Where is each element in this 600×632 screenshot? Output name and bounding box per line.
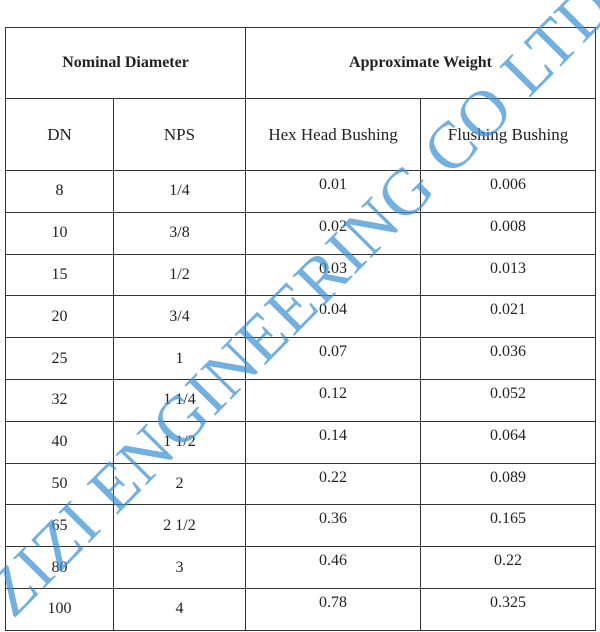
cell-hex-head-weight: 0.01 (245, 170, 422, 213)
table-row: 32 1 1/4 0.12 0.052 (5, 378, 597, 422)
cell-dn: 20 (5, 295, 114, 339)
cell-dn: 8 (5, 170, 114, 213)
cell-flushing-weight: 0.325 (420, 587, 597, 631)
column-header-row: DN NPS Hex Head Bushing Flushing Bushing (5, 98, 597, 171)
cell-dn: 40 (5, 420, 114, 464)
cell-flushing-weight: 0.013 (420, 253, 597, 297)
bushing-weight-table: Nominal Diameter Approximate Weight DN N… (4, 27, 597, 631)
cell-nps: 3/8 (112, 211, 247, 255)
table-row: 15 1/2 0.03 0.013 (5, 253, 597, 297)
cell-dn: 50 (5, 462, 114, 506)
cell-hex-head-weight: 0.12 (245, 378, 422, 422)
cell-dn: 65 (5, 504, 114, 548)
cell-nps: 3 (112, 546, 247, 589)
cell-flushing-weight: 0.064 (420, 420, 597, 464)
table-row: 80 3 0.46 0.22 (5, 546, 597, 589)
cell-flushing-weight: 0.006 (420, 170, 597, 213)
cell-dn: 80 (5, 546, 114, 589)
cell-dn: 32 (5, 378, 114, 422)
cell-flushing-weight: 0.036 (420, 337, 597, 380)
cell-hex-head-weight: 0.22 (245, 462, 422, 506)
table-row: 20 3/4 0.04 0.021 (5, 295, 597, 339)
cell-hex-head-weight: 0.02 (245, 211, 422, 255)
cell-nps: 1/4 (112, 170, 247, 213)
table-row: 65 2 1/2 0.36 0.165 (5, 504, 597, 548)
table-row: 100 4 0.78 0.325 (5, 587, 597, 631)
cell-dn: 25 (5, 337, 114, 380)
cell-nps: 1 1/4 (112, 378, 247, 422)
cell-nps: 2 1/2 (112, 504, 247, 548)
cell-nps: 1/2 (112, 253, 247, 297)
table-row: 40 1 1/2 0.14 0.064 (5, 420, 597, 464)
cell-flushing-weight: 0.021 (420, 295, 597, 339)
cell-nps: 1 (112, 337, 247, 380)
group-header-row: Nominal Diameter Approximate Weight (4, 27, 597, 99)
cell-hex-head-weight: 0.78 (245, 587, 422, 631)
cell-hex-head-weight: 0.07 (245, 337, 422, 380)
cell-nps: 3/4 (112, 295, 247, 339)
header-dn: DN (5, 98, 114, 171)
cell-nps: 2 (112, 462, 247, 506)
cell-flushing-weight: 0.22 (420, 546, 597, 589)
cell-flushing-weight: 0.089 (420, 462, 597, 506)
header-flushing-bushing: Flushing Bushing (420, 98, 597, 171)
cell-nps: 4 (112, 587, 247, 631)
table-row: 10 3/8 0.02 0.008 (5, 211, 597, 255)
cell-hex-head-weight: 0.46 (245, 546, 422, 589)
table-row: 25 1 0.07 0.036 (5, 337, 597, 380)
cell-hex-head-weight: 0.14 (245, 420, 422, 464)
header-nps: NPS (112, 98, 247, 171)
cell-hex-head-weight: 0.04 (245, 295, 422, 339)
cell-flushing-weight: 0.052 (420, 378, 597, 422)
cell-flushing-weight: 0.008 (420, 211, 597, 255)
header-nominal-diameter: Nominal Diameter (4, 27, 247, 99)
cell-dn: 10 (5, 211, 114, 255)
table-row: 8 1/4 0.01 0.006 (5, 170, 597, 213)
cell-nps: 1 1/2 (112, 420, 247, 464)
cell-flushing-weight: 0.165 (420, 504, 597, 548)
header-hex-head-bushing: Hex Head Bushing (245, 98, 422, 171)
cell-hex-head-weight: 0.03 (245, 253, 422, 297)
cell-dn: 100 (5, 587, 114, 631)
header-approximate-weight: Approximate Weight (245, 27, 597, 99)
table-row: 50 2 0.22 0.089 (5, 462, 597, 506)
cell-hex-head-weight: 0.36 (245, 504, 422, 548)
cell-dn: 15 (5, 253, 114, 297)
